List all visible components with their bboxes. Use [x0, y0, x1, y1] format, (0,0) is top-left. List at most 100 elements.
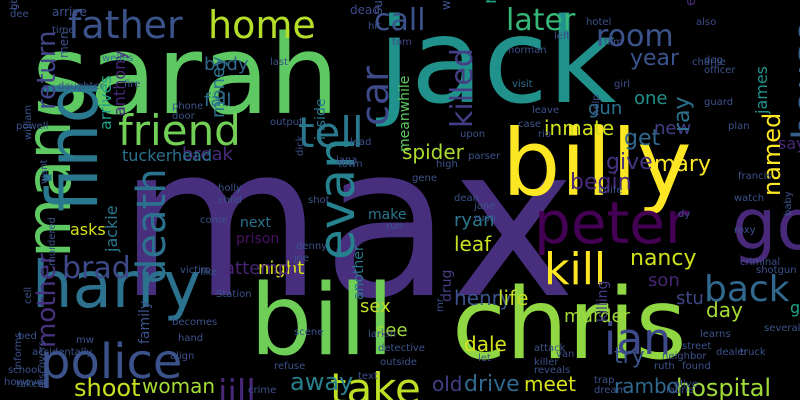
word-attempt: attempt — [224, 258, 297, 279]
word-arrive: arrive — [52, 5, 87, 19]
word-old: old — [432, 372, 463, 396]
word-truck: truck — [740, 347, 766, 358]
word-francis: francis — [738, 171, 772, 182]
word-room: room — [596, 19, 674, 54]
word-daughter: daughter — [58, 81, 104, 92]
word-last: last — [270, 57, 289, 68]
word-crime: crime — [248, 385, 277, 396]
word-fall: fall — [204, 90, 232, 111]
word-shot: shot — [308, 195, 330, 206]
word-reveals: reveals — [534, 365, 571, 376]
word-hotel: hotel — [586, 17, 612, 28]
word-denny: denny — [296, 241, 328, 252]
word-friend: friend — [118, 106, 241, 155]
word-murder: murder — [564, 306, 630, 327]
word-prison: prison — [236, 231, 280, 247]
word-holly: holly — [218, 183, 242, 194]
word-dale: dale — [464, 332, 507, 356]
word-bill: bill — [250, 264, 394, 378]
word-murdered: murdered — [47, 217, 58, 266]
word-named: named — [758, 112, 786, 196]
word-killed: killed — [445, 48, 480, 128]
word-guard: guard — [704, 97, 734, 108]
word-woman: woman — [142, 374, 216, 398]
word-dead: dead — [350, 3, 380, 17]
word-killer: killer — [534, 357, 559, 368]
word-knife: knife — [598, 185, 623, 196]
word-go: go — [732, 184, 800, 266]
word-welles: welles — [102, 53, 134, 64]
word-cell: cell — [23, 286, 34, 304]
word-shotgun: shotgun — [756, 265, 797, 276]
word-town: town — [338, 159, 363, 170]
word-another: another — [351, 245, 367, 300]
word-also: also — [696, 17, 717, 28]
word-take: take — [330, 364, 421, 400]
word-break: break — [182, 144, 233, 165]
word-escape: escape — [683, 0, 699, 6]
word-several: several — [764, 323, 800, 334]
word-day: day — [706, 298, 743, 322]
word-jack: jack — [378, 0, 617, 130]
word-like: like — [200, 267, 218, 278]
word-wife: wife — [439, 0, 453, 10]
word-death: death — [129, 168, 175, 284]
word-james: james — [752, 65, 771, 114]
word-found: found — [682, 361, 711, 372]
word-inside: inside — [313, 98, 329, 140]
word-case: case — [518, 119, 541, 130]
word-align: align — [170, 351, 195, 362]
word-george: george — [790, 298, 800, 317]
word-say: say — [778, 134, 800, 153]
word-officer: officer — [704, 65, 736, 76]
word-joe: joe — [294, 253, 310, 264]
word-year: year — [630, 46, 680, 71]
word-call: call — [374, 3, 426, 38]
word-mr: mr — [435, 298, 446, 312]
word-sex: sex — [360, 296, 391, 317]
word-harry: harry — [32, 249, 202, 323]
word-lead: lead — [350, 137, 372, 148]
word-left: left — [554, 31, 571, 42]
word-stu: stu — [676, 288, 704, 309]
word-peter: peter — [534, 189, 689, 257]
word-hospital: hospital — [676, 374, 772, 400]
word-laurie: laurie — [666, 385, 695, 396]
word-run: run — [386, 221, 403, 232]
word-asks: asks — [70, 220, 106, 239]
word-upon: upon — [460, 129, 486, 140]
word-mw: mw — [76, 335, 94, 346]
word-mcquade: mcquade — [480, 0, 501, 4]
word-accidentally: accidentally — [32, 347, 93, 358]
word-rambo: rambo — [614, 374, 679, 398]
word-plan: plan — [728, 121, 750, 132]
word-dean: dean — [454, 193, 479, 204]
word-son: son — [648, 270, 680, 291]
word-chris: chris — [452, 268, 687, 382]
word-dealer: dealer — [716, 347, 748, 358]
word-killing: killing — [595, 280, 611, 322]
word-text: text — [358, 371, 378, 382]
word-watch: watch — [734, 193, 765, 204]
word-trap: trap — [594, 375, 615, 386]
word-scene: scene — [294, 327, 324, 338]
word-one: one — [634, 88, 668, 109]
word-boyfriend: boyfriend — [9, 0, 20, 10]
word-victim: victim — [180, 265, 211, 276]
word-hit: hit — [368, 21, 382, 32]
word-jackie: jackie — [102, 205, 121, 252]
word-nancy: nancy — [630, 246, 697, 271]
word-give: give — [606, 150, 653, 175]
word-ruth: ruth — [654, 361, 675, 372]
word-kill: kill — [544, 244, 607, 295]
word-back: back — [704, 269, 790, 310]
word-next: next — [240, 215, 272, 231]
word-dee: dee — [10, 9, 29, 20]
word-roxy: roxy — [734, 225, 756, 236]
word-street: street — [682, 341, 712, 352]
word-dog: dog — [704, 55, 723, 66]
word-begin: begin — [570, 170, 632, 195]
word-see: see — [376, 320, 408, 341]
word-sarah: sarah — [32, 11, 340, 139]
word-let: let — [478, 353, 491, 364]
